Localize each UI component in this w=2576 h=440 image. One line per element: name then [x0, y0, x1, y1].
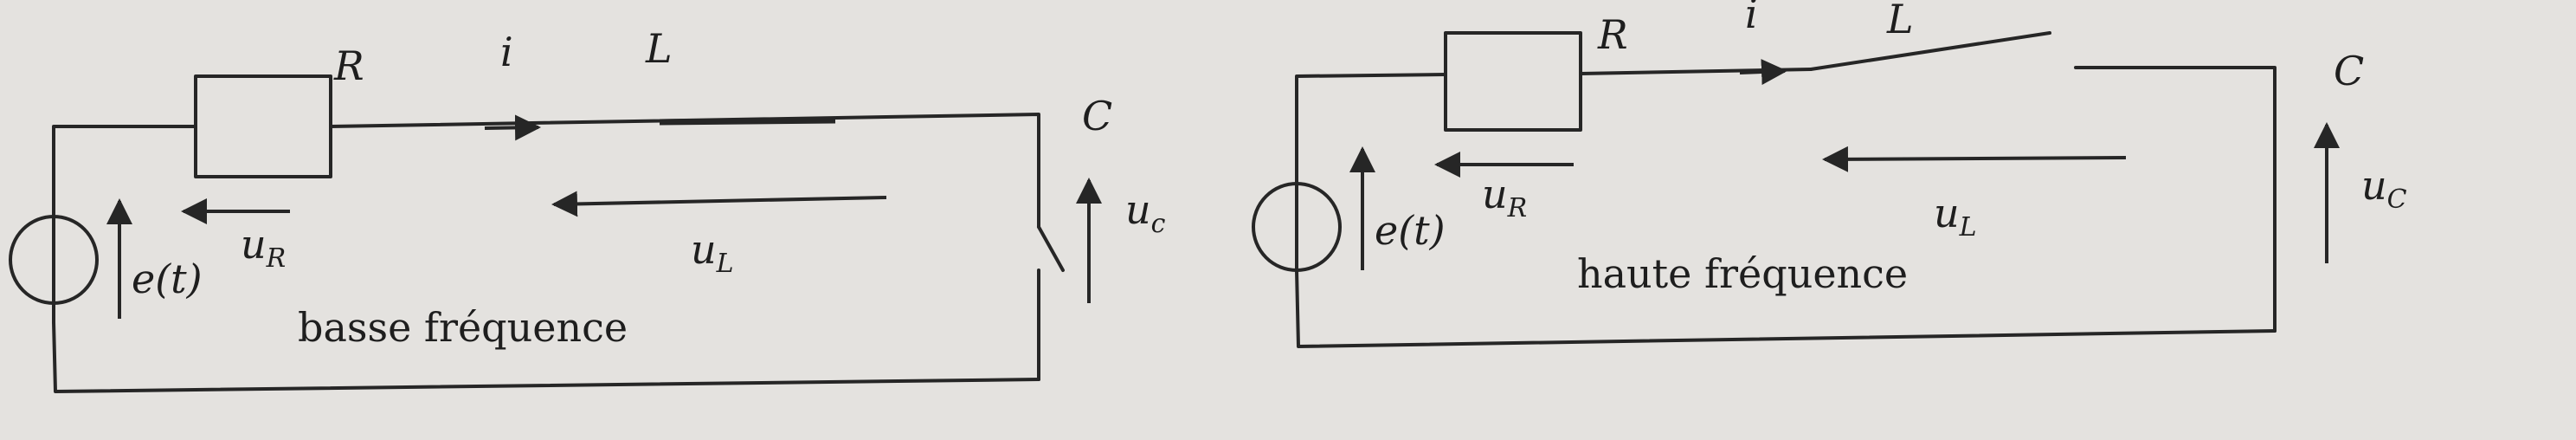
label-uL-low: uL [691, 226, 734, 279]
label-R-low: R [333, 42, 364, 89]
arrow-uL-high [1822, 146, 2127, 172]
wire-right-high [2074, 66, 2277, 333]
current-arrow-low [484, 114, 541, 141]
arrow-uL-low [551, 191, 887, 217]
circuit-high-frequency: R i L C e(t) uR uL uC haute fréquence [1252, 0, 2407, 348]
source-e-high [1252, 182, 1342, 272]
label-R-high: R [1597, 11, 1628, 58]
label-uc-high: uC [2361, 162, 2407, 215]
source-e-low [9, 215, 99, 324]
label-L-low: L [645, 25, 673, 72]
capacitor-C-switch-low [1037, 225, 1065, 272]
wire-left-top-high [1295, 73, 1447, 185]
inductor-L-switch-high [1809, 31, 2051, 71]
label-C-low: C [1082, 93, 1112, 139]
label-uR-high: uR [1482, 171, 1527, 223]
circuit-low-frequency: R i L C e(t) uR uL uc basse fréquence [9, 25, 1166, 393]
wire-bottom [52, 320, 1040, 393]
label-e-low: e(t) [132, 256, 203, 302]
label-i-high: i [1745, 0, 1758, 37]
caption-low: basse fréquence [298, 304, 628, 351]
wire-bottom-high [1295, 269, 2277, 348]
resistor-R-high [1444, 31, 1582, 132]
current-arrow-high [1739, 59, 1787, 86]
wire-top [329, 113, 1040, 229]
label-uR-low: uR [241, 221, 286, 274]
resistor-R-low [194, 74, 332, 178]
inductor-L-low [659, 117, 836, 126]
label-uc-low: uc [1125, 186, 1166, 239]
label-C-high: C [2334, 48, 2364, 94]
label-uL-high: uL [1934, 190, 1977, 243]
label-L-high: L [1886, 0, 1914, 42]
label-e-high: e(t) [1375, 207, 1446, 254]
caption-high: haute fréquence [1577, 250, 1908, 297]
label-i-low: i [500, 29, 513, 75]
